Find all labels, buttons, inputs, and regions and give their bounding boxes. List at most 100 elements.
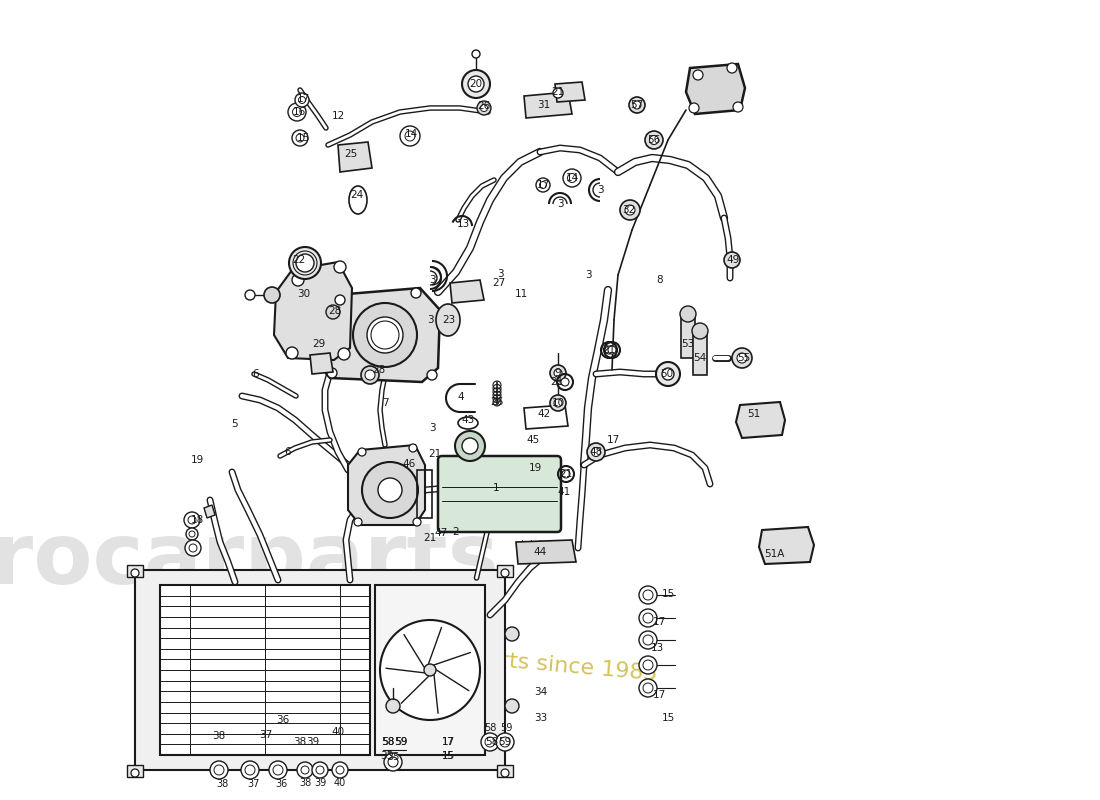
Text: 58: 58 <box>485 737 498 747</box>
Circle shape <box>292 274 304 286</box>
Circle shape <box>288 103 306 121</box>
Text: 41: 41 <box>558 487 571 497</box>
Text: 33: 33 <box>535 713 548 723</box>
Text: 14: 14 <box>565 173 579 183</box>
Text: 1: 1 <box>493 483 499 493</box>
Text: 15: 15 <box>442 751 454 761</box>
Text: 51A: 51A <box>763 549 784 559</box>
Text: 44: 44 <box>534 547 547 557</box>
Circle shape <box>500 737 510 747</box>
Circle shape <box>680 306 696 322</box>
Text: 21: 21 <box>550 377 563 387</box>
Text: 4: 4 <box>458 392 464 402</box>
Text: 38: 38 <box>216 779 228 789</box>
Bar <box>126 565 143 577</box>
Circle shape <box>241 761 258 779</box>
Text: 38: 38 <box>294 737 307 747</box>
Polygon shape <box>736 402 785 438</box>
Text: 51: 51 <box>747 409 760 419</box>
Text: 15: 15 <box>661 713 674 723</box>
Text: 21: 21 <box>603 345 616 355</box>
Circle shape <box>639 609 657 627</box>
Circle shape <box>644 590 653 600</box>
Text: 2: 2 <box>453 527 460 537</box>
Circle shape <box>378 478 402 502</box>
Circle shape <box>639 679 657 697</box>
Text: 12: 12 <box>331 111 344 121</box>
Circle shape <box>353 303 417 367</box>
Circle shape <box>554 399 562 407</box>
Text: 30: 30 <box>297 289 310 299</box>
Text: 25: 25 <box>344 149 358 159</box>
Circle shape <box>455 431 485 461</box>
Text: 9: 9 <box>554 368 561 378</box>
Text: 11: 11 <box>515 289 528 299</box>
Circle shape <box>724 252 740 268</box>
Circle shape <box>481 733 499 751</box>
Circle shape <box>354 518 362 526</box>
Circle shape <box>361 366 379 384</box>
Circle shape <box>296 254 314 272</box>
Circle shape <box>427 370 437 380</box>
Text: 16: 16 <box>293 107 306 117</box>
Circle shape <box>312 762 328 778</box>
Circle shape <box>496 733 514 751</box>
Ellipse shape <box>349 186 367 214</box>
Text: 21: 21 <box>424 533 437 543</box>
Polygon shape <box>693 335 707 375</box>
Bar <box>135 570 505 770</box>
Text: 3: 3 <box>596 185 603 195</box>
Ellipse shape <box>436 304 460 336</box>
Text: 14: 14 <box>405 129 418 139</box>
Text: 58: 58 <box>484 723 496 733</box>
Text: 47: 47 <box>434 528 448 538</box>
Circle shape <box>362 462 418 518</box>
Text: 3: 3 <box>585 270 592 280</box>
Text: 38: 38 <box>212 731 226 741</box>
Circle shape <box>505 627 519 641</box>
Text: 49: 49 <box>726 255 739 265</box>
Circle shape <box>561 378 569 386</box>
Circle shape <box>293 107 301 117</box>
Text: a passion for parts since 1985: a passion for parts since 1985 <box>321 635 659 685</box>
Circle shape <box>409 444 417 452</box>
Circle shape <box>424 664 436 676</box>
Circle shape <box>732 348 752 368</box>
Circle shape <box>692 323 708 339</box>
Circle shape <box>336 766 344 774</box>
Circle shape <box>500 569 509 577</box>
Circle shape <box>301 766 309 774</box>
Polygon shape <box>338 142 372 172</box>
Text: 21: 21 <box>560 469 573 479</box>
Circle shape <box>632 101 641 109</box>
Text: 59: 59 <box>499 723 513 733</box>
Circle shape <box>189 544 197 552</box>
Bar <box>126 765 143 777</box>
Circle shape <box>210 761 228 779</box>
Circle shape <box>662 368 674 380</box>
Circle shape <box>189 531 195 537</box>
Circle shape <box>477 101 491 115</box>
Circle shape <box>605 346 613 354</box>
Polygon shape <box>204 505 214 518</box>
Circle shape <box>188 516 196 524</box>
Text: 17: 17 <box>652 617 666 627</box>
Circle shape <box>245 290 255 300</box>
Text: 6: 6 <box>285 447 292 457</box>
Circle shape <box>737 353 747 363</box>
Circle shape <box>639 586 657 604</box>
Text: 6: 6 <box>253 369 260 379</box>
Polygon shape <box>759 527 814 564</box>
Polygon shape <box>516 540 576 564</box>
FancyBboxPatch shape <box>438 456 561 532</box>
Circle shape <box>639 656 657 674</box>
Text: 48: 48 <box>590 447 603 457</box>
Text: 17: 17 <box>652 690 666 700</box>
Circle shape <box>554 369 562 377</box>
Circle shape <box>384 753 402 771</box>
Circle shape <box>296 134 304 142</box>
Circle shape <box>338 348 350 360</box>
Circle shape <box>649 135 659 145</box>
Text: 45: 45 <box>527 435 540 445</box>
Circle shape <box>388 757 398 767</box>
